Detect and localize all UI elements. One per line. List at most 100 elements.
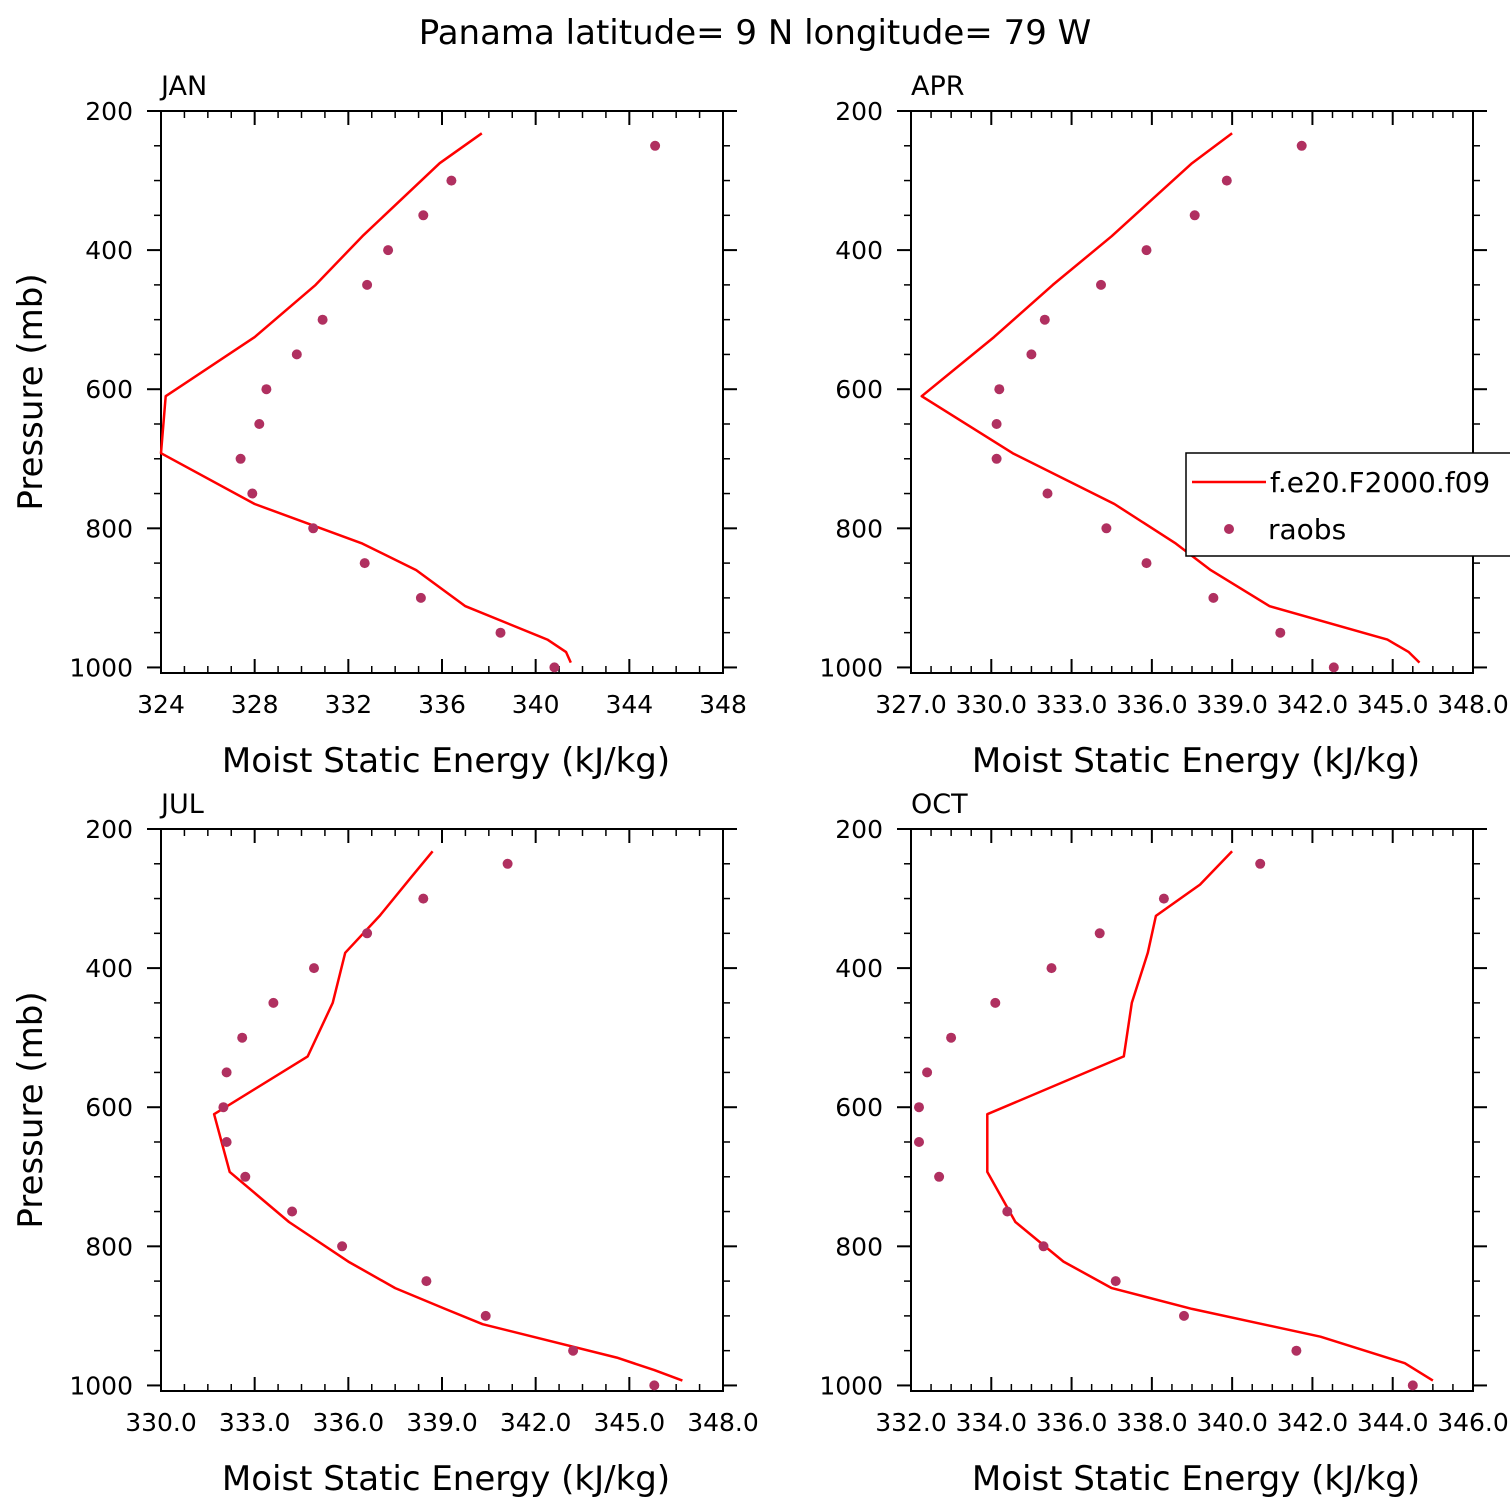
raobs-point-apr: [1026, 349, 1037, 360]
x-tick-label: 330.0: [125, 1408, 197, 1437]
model-line-oct: [986, 850, 1434, 1382]
raobs-point-jul: [221, 1067, 232, 1078]
raobs-point-jul: [268, 997, 279, 1008]
x-tick-label: 344: [605, 690, 653, 719]
y-tick-label: 1000: [819, 653, 883, 682]
raobs-point-jan: [247, 488, 258, 499]
raobs-point-apr: [991, 419, 1002, 429]
raobs-point-oct: [1255, 858, 1266, 869]
panel-title-oct: OCT: [911, 789, 968, 820]
x-tick-label: 345.0: [1357, 690, 1429, 719]
raobs-point-jan: [235, 453, 246, 464]
x-tick-label: 338.0: [1116, 1408, 1188, 1437]
raobs-point-jan: [495, 627, 506, 638]
x-tick-label: 340: [512, 690, 560, 719]
y-tick-label: 600: [85, 1093, 133, 1122]
raobs-point-jul: [240, 1171, 251, 1182]
raobs-point-jan: [383, 245, 394, 256]
raobs-point-jul: [502, 858, 513, 869]
x-tick-label: 340.0: [1196, 1408, 1268, 1437]
x-tick-label: 332: [324, 690, 372, 719]
raobs-point-apr: [991, 453, 1002, 464]
x-tick-label: 339.0: [1196, 690, 1268, 719]
y-tick-label: 800: [835, 1232, 883, 1261]
figure-title: Panama latitude= 9 N longitude= 79 W: [419, 13, 1092, 53]
raobs-point-oct: [1046, 963, 1057, 974]
raobs-point-jan: [359, 558, 370, 569]
raobs-point-jan: [261, 384, 272, 395]
raobs-point-oct: [1158, 893, 1169, 904]
raobs-point-jul: [480, 1310, 491, 1321]
panel-title-jan: JAN: [159, 71, 207, 102]
x-tick-label: 334.0: [955, 1408, 1027, 1437]
raobs-point-apr: [1039, 314, 1050, 325]
raobs-point-apr: [1101, 523, 1112, 534]
model-line-apr: [920, 132, 1421, 664]
x-axis-label-oct: Moist Static Energy (kJ/kg): [972, 1459, 1420, 1499]
x-axis-label-jan: Moist Static Energy (kJ/kg): [222, 741, 670, 781]
raobs-point-apr: [1141, 245, 1152, 256]
raobs-point-jan: [446, 175, 457, 186]
raobs-point-oct: [1291, 1345, 1302, 1356]
y-tick-label: 400: [835, 236, 883, 265]
raobs-point-oct: [1038, 1241, 1049, 1252]
y-tick-label: 600: [835, 1093, 883, 1122]
raobs-point-oct: [1407, 1380, 1418, 1391]
y-axis-label-jul: Pressure (mb): [11, 991, 51, 1228]
x-tick-label: 348.0: [1437, 690, 1509, 719]
y-tick-label: 1000: [69, 1371, 133, 1400]
x-tick-label: 327.0: [875, 690, 947, 719]
raobs-point-apr: [1141, 558, 1152, 569]
panel-title-apr: APR: [911, 71, 965, 102]
raobs-point-jul: [309, 963, 319, 974]
y-axis-label-jan: Pressure (mb): [11, 273, 51, 510]
panel-jul: JUL 330.0 333.0 336.0 339.0 342.0 345.0 348.0 20…: [11, 789, 759, 1499]
x-tick-label: 328: [231, 690, 279, 719]
y-tick-label: 800: [835, 514, 883, 543]
raobs-point-jan: [291, 349, 302, 360]
raobs-point-jul: [418, 893, 429, 904]
y-tick-label: 200: [85, 97, 133, 126]
legend-label-model: f.e20.F2000.f09: [1270, 466, 1490, 499]
x-tick-label: 332.0: [875, 1408, 947, 1437]
raobs-point-jan: [650, 140, 661, 151]
raobs-point-apr: [1189, 210, 1200, 221]
raobs-point-jul: [287, 1206, 298, 1217]
model-line-jul: [212, 850, 683, 1382]
x-tick-label: 342.0: [500, 1408, 572, 1437]
x-tick-label: 330.0: [955, 690, 1027, 719]
y-tick-label: 600: [835, 375, 883, 404]
raobs-point-jan: [317, 314, 328, 325]
raobs-point-jan: [415, 592, 426, 603]
legend-label-raobs: raobs: [1268, 513, 1346, 546]
panel-title-jul: JUL: [159, 789, 204, 820]
y-tick-label: 200: [85, 815, 133, 844]
x-tick-label: 336.0: [313, 1408, 385, 1437]
raobs-point-jan: [362, 279, 373, 290]
x-tick-label: 333.0: [219, 1408, 291, 1437]
y-tick-label: 400: [85, 954, 133, 983]
raobs-point-oct: [990, 997, 1001, 1008]
y-tick-label: 200: [835, 97, 883, 126]
raobs-point-oct: [914, 1102, 924, 1113]
panel-oct: OCT 332.0 334.0 336.0 338.0 340.0 342.0 344.0 34…: [819, 789, 1508, 1499]
raobs-point-jul: [649, 1380, 660, 1391]
raobs-point-oct: [1179, 1310, 1189, 1321]
y-tick-label: 1000: [69, 653, 133, 682]
raobs-point-jul: [568, 1345, 579, 1356]
raobs-point-jul: [221, 1137, 232, 1147]
raobs-point-jul: [362, 928, 373, 939]
x-tick-label: 346.0: [1437, 1408, 1509, 1437]
y-tick-label: 600: [85, 375, 133, 404]
x-tick-label: 324: [137, 690, 185, 719]
raobs-point-apr: [1328, 662, 1339, 673]
x-tick-label: 336: [418, 690, 466, 719]
raobs-point-apr: [1096, 279, 1106, 290]
raobs-point-jul: [218, 1102, 229, 1113]
x-tick-label: 342.0: [1277, 690, 1349, 719]
x-tick-label: 342.0: [1277, 1408, 1349, 1437]
raobs-point-oct: [922, 1067, 933, 1078]
raobs-point-jul: [237, 1032, 248, 1043]
x-tick-label: 333.0: [1036, 690, 1108, 719]
y-tick-label: 200: [835, 815, 883, 844]
